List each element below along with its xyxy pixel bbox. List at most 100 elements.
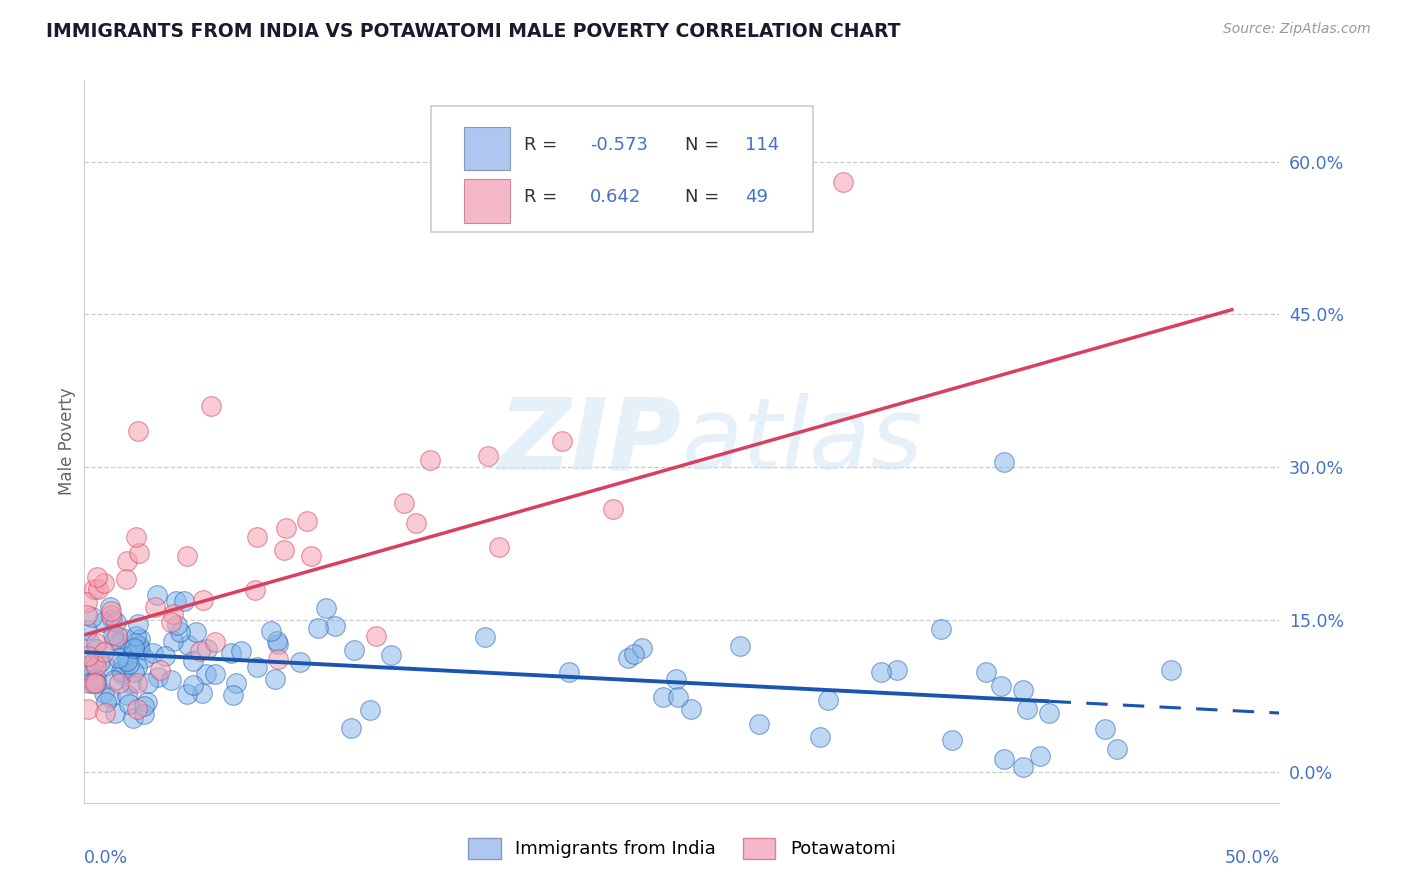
Point [155, 648, 177, 663]
Point [84, 659, 107, 673]
Point [105, 629, 128, 643]
Point [84, 676, 107, 690]
Point [76, 608, 98, 623]
Point [121, 711, 143, 725]
Point [108, 676, 131, 690]
Text: N =: N = [686, 188, 725, 206]
Point [79, 636, 101, 650]
Point [162, 633, 184, 648]
Point [1012, 760, 1035, 774]
Point [219, 646, 242, 660]
Point [104, 706, 127, 721]
Point [557, 665, 579, 679]
Point [267, 652, 290, 666]
Point [488, 540, 510, 554]
Point [204, 635, 226, 649]
Point [681, 702, 703, 716]
Point [869, 665, 891, 679]
Point [191, 593, 214, 607]
Point [315, 600, 337, 615]
Point [623, 647, 645, 661]
Point [993, 752, 1015, 766]
Point [204, 666, 226, 681]
Point [128, 546, 150, 560]
Point [76, 659, 98, 673]
Point [128, 639, 150, 653]
Point [159, 673, 181, 687]
Point [124, 641, 146, 656]
Point [76, 595, 98, 609]
Point [76, 623, 98, 637]
Text: 114: 114 [745, 136, 779, 153]
Point [89, 655, 111, 669]
Point [84, 672, 107, 686]
Point [84, 636, 107, 650]
Point [184, 625, 207, 640]
Point [1012, 683, 1035, 698]
Legend: Immigrants from India, Potawatomi: Immigrants from India, Potawatomi [461, 830, 903, 866]
Point [323, 618, 346, 632]
Point [118, 698, 141, 712]
Point [288, 656, 311, 670]
Point [129, 643, 152, 657]
Point [84, 676, 107, 690]
Point [728, 639, 751, 653]
Point [125, 701, 148, 715]
Point [1029, 748, 1052, 763]
Point [188, 644, 211, 658]
Point [166, 618, 188, 632]
Point [86, 570, 108, 584]
Point [100, 607, 122, 622]
Point [191, 686, 214, 700]
Point [748, 716, 770, 731]
Point [245, 582, 267, 597]
Point [340, 721, 363, 735]
Point [110, 664, 132, 678]
Point [231, 644, 253, 658]
Point [159, 615, 181, 630]
Point [121, 641, 143, 656]
Point [617, 651, 640, 665]
Point [117, 657, 139, 671]
Point [80, 657, 103, 671]
Point [297, 514, 319, 528]
Text: 50.0%: 50.0% [1225, 848, 1279, 867]
Point [115, 554, 138, 568]
Point [83, 655, 105, 669]
Point [665, 672, 688, 686]
Point [100, 604, 122, 618]
Point [274, 521, 297, 535]
Point [266, 634, 288, 648]
Point [225, 675, 247, 690]
Point [82, 610, 104, 624]
Point [134, 698, 156, 713]
Point [103, 633, 125, 648]
Point [129, 632, 152, 647]
Point [419, 453, 441, 467]
Point [929, 622, 952, 636]
Point [173, 594, 195, 608]
Point [100, 612, 122, 626]
Bar [464, 179, 510, 223]
Point [120, 675, 142, 690]
Point [143, 600, 166, 615]
Point [117, 654, 139, 668]
Point [380, 648, 402, 662]
Point [273, 543, 295, 558]
Point [93, 575, 115, 590]
Text: 49: 49 [745, 188, 768, 206]
Point [195, 641, 218, 656]
Point [87, 582, 110, 596]
Point [91, 615, 114, 629]
Point [77, 675, 100, 690]
Point [477, 449, 499, 463]
Point [307, 621, 329, 635]
Point [111, 657, 134, 671]
Point [817, 693, 839, 707]
Point [364, 629, 387, 643]
Point [115, 688, 138, 702]
Text: Source: ZipAtlas.com: Source: ZipAtlas.com [1223, 22, 1371, 37]
Text: 0.0%: 0.0% [84, 848, 128, 867]
Point [127, 676, 149, 690]
Point [474, 631, 496, 645]
